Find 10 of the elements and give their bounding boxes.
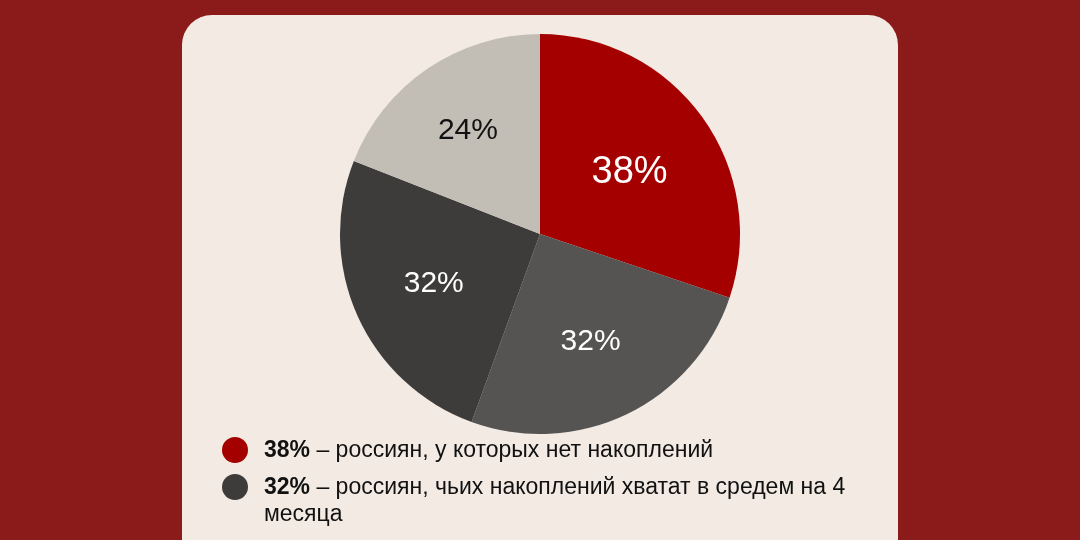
legend-label: 32% – россиян, чьих накоплений хватат в средем на 4 месяца [264, 473, 847, 527]
data-label: 24% [437, 111, 498, 145]
legend-label: 38% – россиян, у которых нет накоплений [264, 436, 714, 463]
data-label: 32% [403, 265, 464, 299]
data-label: 32% [560, 322, 621, 356]
pie-slice [540, 34, 740, 298]
pie-slice [471, 234, 730, 434]
pie-slice [340, 160, 540, 422]
data-label: 38% [591, 148, 668, 191]
pie-slice [353, 34, 540, 234]
